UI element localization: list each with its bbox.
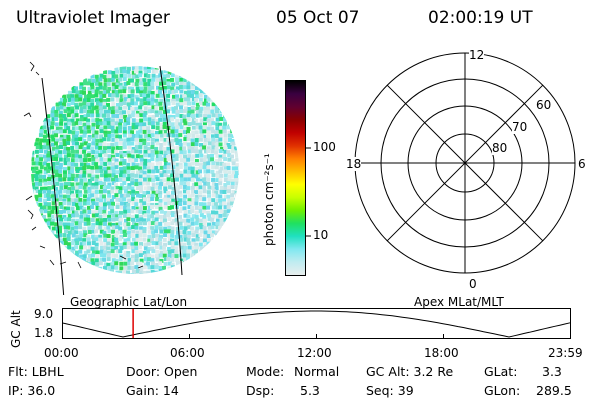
uv-image-pixels — [31, 66, 239, 274]
mlt-label-0: 0 — [469, 277, 477, 291]
dsp-value: 5.3 — [300, 383, 320, 398]
altitude-curve — [62, 310, 571, 338]
altitude-plot — [62, 308, 571, 339]
altitude-xticks — [62, 334, 571, 339]
time-tick-0000: 00:00 — [44, 346, 79, 360]
mlat-label-60: 60 — [536, 98, 552, 112]
mlat-label-70: 70 — [512, 120, 528, 134]
filter-info: Flt: LBHL — [8, 364, 64, 379]
mlt-label-12: 12 — [469, 48, 485, 62]
uv-auroral-image — [23, 61, 239, 295]
colorbar-unit-label: photon cm⁻²s⁻¹ — [262, 153, 276, 246]
mlt-label-6: 6 — [578, 157, 586, 171]
geographic-map-label: Geographic Lat/Lon — [70, 295, 188, 309]
ip-info: IP: 36.0 — [8, 383, 56, 398]
mlt-label-18: 18 — [346, 157, 362, 171]
colorbar-gradient — [286, 81, 305, 275]
glon-label: GLon: — [484, 383, 521, 398]
glat-label: GLat: — [484, 364, 518, 379]
colorbar-label-10: 10 — [313, 228, 329, 242]
altitude-tick-top: 9.0 — [34, 307, 54, 321]
observation-time: 02:00:19 UT — [428, 8, 533, 28]
apex-polar-grid — [354, 52, 576, 274]
coastline-outlines — [23, 61, 144, 269]
time-tick-0600: 06:00 — [170, 346, 205, 360]
time-tick-2359: 23:59 — [548, 346, 583, 360]
time-tick-1200: 12:00 — [297, 346, 332, 360]
mlt-line-diagonal-b — [386, 84, 544, 242]
time-tick-1800: 18:00 — [424, 346, 459, 360]
mlat-label-80: 80 — [492, 141, 508, 155]
glat-value: 3.3 — [542, 364, 562, 379]
altitude-plot-ylabel: GC Alt — [9, 310, 23, 348]
apex-map-label: Apex MLat/MLT — [414, 295, 504, 309]
instrument-title: Ultraviolet Imager — [16, 8, 170, 28]
colorbar-label-100: 100 — [313, 140, 336, 154]
colorbar-axis — [306, 147, 311, 237]
sequence-info: Seq: 39 — [366, 383, 414, 398]
mode-label: Mode: — [246, 364, 285, 379]
glon-value: 289.5 — [536, 383, 572, 398]
gain-info: Gain: 14 — [126, 383, 179, 398]
altitude-tick-bottom: 1.8 — [34, 326, 54, 340]
dsp-label: Dsp: — [246, 383, 275, 398]
mode-value: Normal — [294, 364, 340, 379]
gc-altitude-info: GC Alt: 3.2 Re — [366, 364, 454, 379]
meridian-line-right — [159, 65, 183, 276]
observation-date: 05 Oct 07 — [276, 8, 360, 28]
meridian-line-left — [41, 77, 65, 295]
door-info: Door: Open — [126, 364, 198, 379]
colorbar — [285, 80, 306, 276]
